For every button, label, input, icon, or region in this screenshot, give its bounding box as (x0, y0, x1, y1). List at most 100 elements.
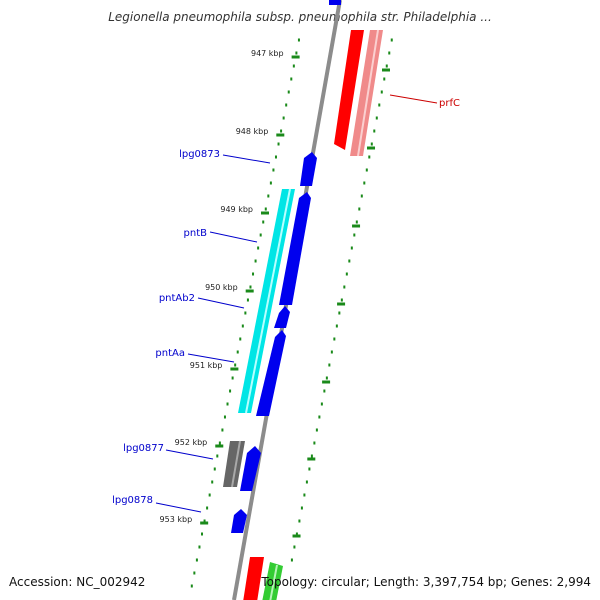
minor-tick (244, 311, 247, 315)
gene-label-lpg0878[interactable]: lpg0878 (112, 495, 153, 506)
minor-tick (195, 558, 198, 562)
minor-tick (335, 324, 338, 328)
feature-lpg0877-gray[interactable] (223, 441, 245, 487)
minor-tick (249, 285, 252, 289)
major-tick-outer (307, 457, 316, 461)
minor-tick (323, 389, 326, 393)
minor-tick (213, 467, 216, 471)
cds-lpg0877[interactable] (240, 446, 261, 491)
minor-tick (297, 38, 300, 42)
minor-tick (190, 584, 193, 588)
rna-pntb-highlight (245, 188, 291, 414)
gene-label-prfc[interactable]: prfC (439, 98, 460, 109)
feature-lpg0877-gray-highlight (231, 440, 241, 488)
minor-tick (254, 259, 257, 263)
cds-pntab2[interactable] (274, 306, 290, 328)
leader-prfc (389, 94, 438, 104)
minor-tick (282, 116, 285, 120)
minor-tick (330, 350, 333, 354)
minor-tick (269, 181, 272, 185)
minor-tick (380, 90, 383, 94)
feature-bottom-green[interactable] (262, 562, 283, 600)
minor-tick (373, 129, 376, 133)
minor-tick (358, 207, 361, 211)
leader-pntab2 (197, 297, 245, 309)
rna-prfc-shadow[interactable] (350, 30, 383, 156)
minor-tick (264, 207, 267, 211)
minor-tick (370, 142, 373, 146)
minor-tick (267, 194, 270, 198)
cds-lpg0873[interactable] (300, 152, 317, 186)
minor-tick (208, 493, 211, 497)
minor-tick (231, 376, 234, 380)
minor-tick (378, 103, 381, 107)
tick-label: 950 kbp (205, 283, 238, 292)
minor-tick (340, 298, 343, 302)
leader-lpg0873 (222, 154, 271, 164)
minor-tick (241, 324, 244, 328)
minor-tick (246, 298, 249, 302)
minor-tick (333, 337, 336, 341)
minor-tick (325, 376, 328, 380)
minor-tick (300, 506, 303, 510)
minor-tick (259, 233, 262, 237)
tick-label: 948 kbp (236, 127, 269, 136)
minor-tick (287, 90, 290, 94)
minor-tick (303, 493, 306, 497)
minor-tick (201, 532, 204, 536)
minor-tick (345, 272, 348, 276)
minor-tick (295, 532, 298, 536)
minor-tick (310, 454, 313, 458)
feature-top-partial[interactable] (329, 0, 341, 5)
gene-label-pntab2[interactable]: pntAb2 (159, 293, 195, 304)
minor-tick (292, 64, 295, 68)
major-tick (260, 211, 269, 215)
gene-label-lpg0877[interactable]: lpg0877 (123, 443, 164, 454)
cds-prfc[interactable] (334, 30, 364, 150)
minor-tick (293, 545, 296, 549)
minor-tick (318, 415, 321, 419)
cds-pntb[interactable] (279, 192, 311, 305)
rna-pntb-cyan[interactable] (238, 189, 295, 413)
minor-tick (236, 350, 239, 354)
minor-tick (328, 363, 331, 367)
leader-lpg0878 (155, 502, 202, 513)
minor-tick (198, 545, 201, 549)
tick-label: 949 kbp (220, 205, 253, 214)
accession-text: Accession: NC_002942 (9, 575, 146, 589)
minor-tick (226, 402, 229, 406)
major-tick (245, 289, 254, 293)
rna-prfc-highlight (357, 29, 379, 157)
minor-tick (223, 415, 226, 419)
minor-tick (262, 220, 265, 224)
gene-label-pntb[interactable]: pntB (184, 228, 208, 239)
minor-tick (308, 467, 311, 471)
minor-tick (363, 181, 366, 185)
minor-tick (216, 454, 219, 458)
summary-text: Topology: circular; Length: 3,397,754 bp… (261, 575, 591, 589)
minor-tick (211, 480, 214, 484)
cds-lpg0878[interactable] (231, 509, 247, 533)
minor-tick (295, 51, 298, 55)
minor-tick (203, 519, 206, 523)
minor-tick (388, 51, 391, 55)
minor-tick (252, 272, 255, 276)
major-tick (200, 521, 209, 525)
minor-tick (290, 77, 293, 81)
major-tick-outer (292, 534, 301, 538)
gene-label-pntaa[interactable]: pntAa (155, 348, 185, 359)
gene-label-lpg0873[interactable]: lpg0873 (179, 149, 220, 160)
minor-tick (290, 558, 293, 562)
minor-tick (285, 103, 288, 107)
leader-lpg0877 (165, 449, 214, 460)
cds-bottom-red[interactable] (243, 557, 264, 600)
minor-tick (365, 168, 368, 172)
cds-pntaa[interactable] (256, 330, 286, 416)
minor-tick (313, 441, 316, 445)
major-tick-outer (337, 302, 346, 306)
minor-tick (315, 428, 318, 432)
minor-tick (277, 142, 280, 146)
minor-tick (375, 116, 378, 120)
minor-tick (274, 155, 277, 159)
